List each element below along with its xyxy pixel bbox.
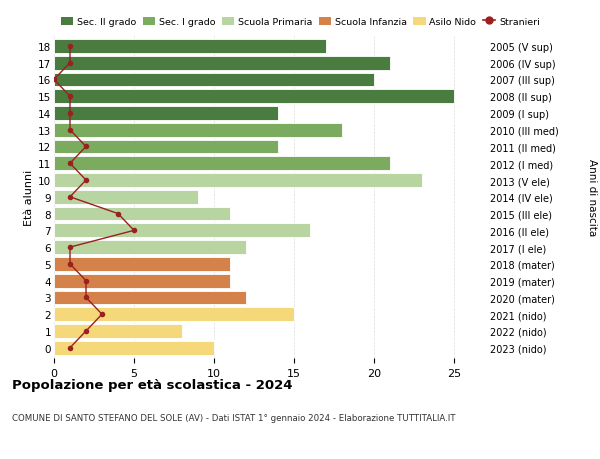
Bar <box>54 341 214 355</box>
Text: Anni di nascita: Anni di nascita <box>587 159 597 236</box>
Bar <box>54 90 454 104</box>
Bar <box>54 73 374 87</box>
Point <box>81 277 91 285</box>
Point <box>65 93 75 101</box>
Point <box>129 227 139 235</box>
Point <box>81 144 91 151</box>
Bar <box>54 174 422 187</box>
Bar <box>54 123 342 137</box>
Bar <box>54 308 294 321</box>
Bar <box>54 325 182 338</box>
Point <box>65 244 75 251</box>
Bar <box>54 56 390 70</box>
Bar <box>54 40 326 54</box>
Point <box>65 110 75 118</box>
Bar <box>54 257 230 271</box>
Point <box>65 261 75 268</box>
Point <box>97 311 107 318</box>
Bar <box>54 207 230 221</box>
Bar <box>54 157 390 171</box>
Bar <box>54 107 278 121</box>
Bar <box>54 190 198 204</box>
Y-axis label: Età alunni: Età alunni <box>24 169 34 225</box>
Text: COMUNE DI SANTO STEFANO DEL SOLE (AV) - Dati ISTAT 1° gennaio 2024 - Elaborazion: COMUNE DI SANTO STEFANO DEL SOLE (AV) - … <box>12 413 455 422</box>
Point <box>65 160 75 168</box>
Bar <box>54 241 246 254</box>
Text: Popolazione per età scolastica - 2024: Popolazione per età scolastica - 2024 <box>12 379 293 392</box>
Point <box>113 210 123 218</box>
Bar <box>54 140 278 154</box>
Legend: Sec. II grado, Sec. I grado, Scuola Primaria, Scuola Infanzia, Asilo Nido, Stran: Sec. II grado, Sec. I grado, Scuola Prim… <box>59 16 542 29</box>
Bar <box>54 291 246 305</box>
Point <box>65 127 75 134</box>
Point <box>65 60 75 67</box>
Bar <box>54 224 310 238</box>
Point <box>81 328 91 335</box>
Point <box>81 177 91 185</box>
Point <box>49 77 59 84</box>
Bar <box>54 274 230 288</box>
Point <box>65 194 75 201</box>
Point <box>81 294 91 302</box>
Point <box>65 344 75 352</box>
Point <box>65 43 75 50</box>
